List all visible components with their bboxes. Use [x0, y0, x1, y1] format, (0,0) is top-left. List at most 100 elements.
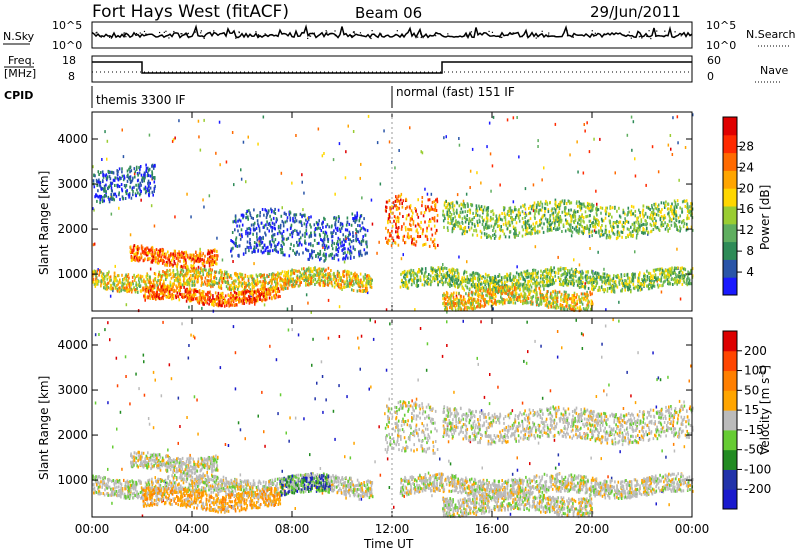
echo-cell	[195, 257, 197, 261]
echo-cell	[451, 227, 454, 231]
echo-cell	[192, 288, 194, 292]
echo-cell	[617, 235, 619, 239]
echo-cell	[578, 200, 580, 204]
echo-cell	[94, 280, 97, 283]
echo-cell	[153, 180, 156, 184]
echo-cell	[301, 224, 303, 227]
echo-cell	[193, 278, 196, 282]
echo-cell	[258, 240, 260, 244]
echo-cell	[543, 222, 545, 226]
echo-cell	[119, 197, 121, 201]
echo-cell	[207, 279, 210, 283]
echo-cell	[241, 297, 244, 301]
echo-cell	[264, 298, 267, 302]
echo-cell	[379, 182, 382, 186]
echo-cell	[128, 289, 130, 293]
echo-cell	[407, 227, 409, 231]
echo-cell	[321, 243, 324, 247]
echo-cell	[360, 227, 363, 231]
echo-cell	[255, 243, 258, 246]
echo-cell	[341, 224, 344, 228]
echo-cell	[642, 208, 644, 212]
echo-cell	[410, 209, 413, 213]
echo-cell	[189, 256, 191, 260]
echo-cell	[174, 278, 177, 282]
echo-cell	[128, 282, 130, 286]
echo-cell	[156, 288, 158, 292]
echo-cell	[347, 250, 349, 254]
echo-cell	[463, 215, 466, 219]
echo-cell	[503, 206, 506, 210]
echo-cell	[130, 169, 133, 173]
echo-cell	[519, 211, 521, 215]
echo-cell	[636, 216, 638, 220]
echo-cell	[631, 222, 634, 226]
echo-cell	[352, 279, 354, 283]
echo-cell	[324, 230, 327, 234]
nsearch-dot	[535, 37, 537, 39]
echo-cell	[341, 222, 344, 226]
echo-cell	[135, 251, 138, 255]
echo-cell	[149, 181, 151, 185]
echo-cell	[249, 211, 251, 215]
echo-cell	[152, 166, 155, 170]
echo-cell	[321, 273, 323, 277]
echo-cell	[602, 288, 604, 292]
echo-cell	[639, 214, 641, 218]
echo-cell	[442, 209, 444, 213]
echo-cell	[196, 257, 199, 261]
echo-cell	[392, 201, 395, 205]
echo-cell	[209, 273, 212, 277]
echo-cell	[612, 231, 614, 235]
echo-cell	[278, 230, 281, 234]
echo-cell	[601, 233, 603, 237]
echo-cell	[244, 247, 247, 251]
echo-cell	[385, 200, 388, 204]
echo-cell	[129, 246, 132, 250]
nsearch-dot	[548, 32, 550, 34]
echo-cell	[463, 202, 465, 206]
echo-cell	[308, 216, 310, 219]
echo-cell	[261, 274, 264, 278]
echo-cell	[585, 205, 587, 209]
echo-cell	[275, 281, 277, 285]
echo-cell	[426, 226, 428, 230]
echo-cell	[436, 219, 439, 223]
echo-cell	[621, 235, 623, 239]
echo-cell	[308, 242, 310, 246]
echo-cell	[110, 186, 113, 190]
echo-cell	[418, 224, 421, 228]
echo-cell	[554, 122, 557, 126]
echo-cell	[513, 208, 516, 212]
echo-cell	[621, 225, 624, 228]
nsearch-dot	[135, 32, 138, 35]
echo-cell	[625, 236, 627, 239]
echo-cell	[291, 277, 293, 281]
echo-cell	[130, 287, 132, 291]
echo-cell	[334, 226, 337, 230]
echo-cell	[632, 234, 634, 238]
echo-cell	[400, 198, 402, 202]
nsearch-dot	[359, 32, 362, 34]
echo-cell	[94, 284, 97, 288]
echo-cell	[117, 286, 120, 290]
echo-cell	[292, 271, 295, 275]
echo-cell	[671, 202, 673, 206]
echo-cell	[342, 238, 345, 242]
echo-cell	[113, 282, 116, 286]
echo-cell	[518, 219, 521, 223]
echo-cell	[303, 267, 305, 271]
echo-cell	[129, 250, 132, 254]
echo-cell	[150, 287, 152, 291]
echo-cell	[193, 258, 196, 262]
echo-cell	[389, 210, 392, 214]
echo-cell	[405, 278, 407, 282]
echo-cell	[470, 226, 473, 230]
echo-cell	[508, 235, 511, 239]
echo-cell	[323, 281, 326, 285]
echo-cell	[565, 221, 568, 225]
echo-cell	[203, 268, 206, 272]
echo-cell	[421, 151, 424, 155]
echo-cell	[296, 276, 299, 280]
echo-cell	[153, 252, 156, 256]
